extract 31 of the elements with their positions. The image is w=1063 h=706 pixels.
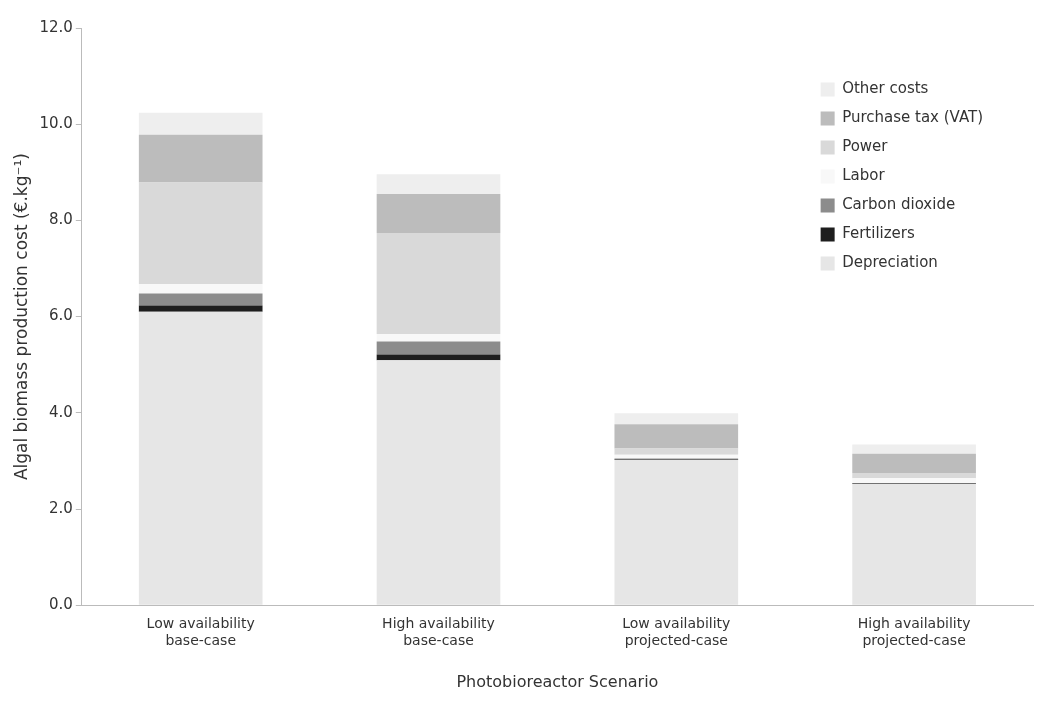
bar	[376, 174, 501, 194]
legend-label: Other costs	[842, 79, 929, 98]
y-tick-label: 4.0	[48, 402, 73, 421]
legend-label: Power	[842, 137, 889, 156]
y-tick-label: 2.0	[48, 498, 73, 517]
y-tick-label: 8.0	[48, 210, 73, 229]
bar	[138, 112, 263, 135]
bar	[138, 305, 263, 312]
legend-label: Purchase tax (VAT)	[842, 108, 984, 127]
bar	[138, 311, 263, 605]
y-tick-label: 10.0	[39, 114, 73, 133]
bar	[852, 453, 976, 473]
x-tick-label: High availability projected-case	[857, 615, 971, 649]
y-tick-label: 0.0	[48, 595, 73, 614]
legend-label: Fertilizers	[842, 224, 915, 243]
x-tick-label: High availability base-case	[382, 615, 495, 649]
legend-label: Carbon dioxide	[842, 195, 956, 214]
bar	[852, 444, 976, 454]
bar	[614, 413, 739, 425]
legend-label: Depreciation	[842, 253, 938, 272]
x-tick-label: Low availability base-case	[146, 615, 255, 649]
legend-label: Labor	[842, 166, 886, 185]
bar	[376, 360, 501, 605]
x-axis-title: Photobioreactor Scenario	[456, 671, 659, 691]
y-axis-title: Algal biomass production cost (€.kg⁻¹)	[10, 153, 31, 481]
bar	[376, 193, 501, 233]
bar	[138, 134, 263, 183]
y-tick-label: 6.0	[48, 306, 73, 325]
y-tick-label: 12.0	[39, 17, 73, 36]
bar	[614, 424, 739, 449]
x-tick-label: Low availability projected-case	[622, 615, 731, 649]
